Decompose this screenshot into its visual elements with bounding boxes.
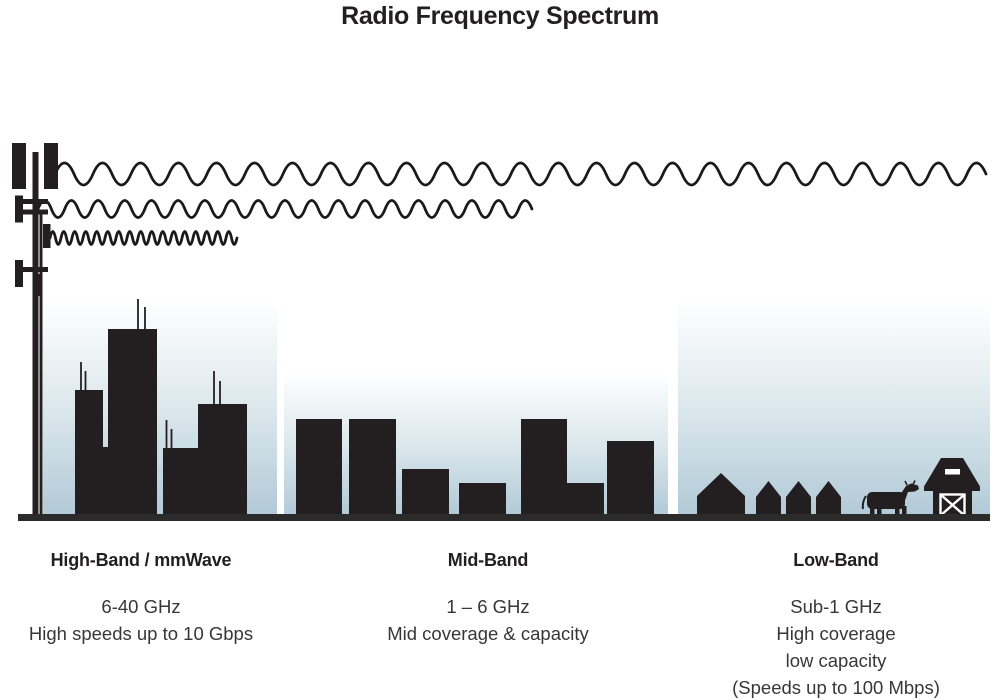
band-name: High-Band / mmWave [50, 550, 232, 570]
building [349, 419, 396, 517]
low-band-farm-icon [697, 458, 980, 518]
wave-mid-band [36, 199, 534, 219]
band-description: Mid coverage & capacity [387, 623, 589, 644]
band-label-low: Low-Band Sub-1 GHz High coverage low cap… [686, 549, 986, 700]
building [198, 404, 247, 517]
building [402, 469, 449, 517]
high-band-skyline-icon [75, 299, 247, 517]
building [108, 329, 157, 517]
building [296, 419, 342, 517]
building [163, 448, 198, 517]
wave-high-band [48, 230, 239, 246]
building [103, 447, 111, 517]
band-description: High coverage [776, 623, 896, 644]
cell-tower-icon [12, 143, 58, 514]
building [75, 390, 103, 517]
building [567, 483, 604, 517]
band-description: low capacity [785, 650, 887, 671]
radio-waves [36, 161, 988, 246]
band-description: High speeds up to 10 Gbps [28, 623, 254, 644]
band-frequency: 1 – 6 GHz [446, 596, 530, 617]
mid-band-skyline-icon [296, 419, 654, 517]
barn-vent [945, 469, 960, 475]
band-frequency: Sub-1 GHz [790, 596, 882, 617]
wave-low-band [53, 161, 988, 187]
rooftop-antennas [80, 299, 221, 448]
page-title: Radio Frequency Spectrum [341, 2, 659, 30]
band-name: Mid-Band [447, 550, 529, 570]
band-label-mid: Mid-Band 1 – 6 GHz Mid coverage & capaci… [363, 549, 613, 647]
house-icon [816, 481, 841, 517]
band-label-high: High-Band / mmWave 6-40 GHz High speeds … [16, 549, 266, 647]
cow-icon [861, 480, 919, 518]
ground-line [18, 514, 990, 521]
barn-icon [924, 458, 980, 517]
house-icon [756, 481, 781, 517]
building [459, 483, 506, 517]
building [607, 441, 654, 517]
band-frequency: 6-40 GHz [101, 596, 181, 617]
band-description: (Speeds up to 100 Mbps) [732, 677, 940, 698]
band-name: Low-Band [793, 550, 879, 570]
house-icon [786, 481, 811, 517]
building [521, 419, 567, 517]
house-icon [697, 473, 745, 517]
